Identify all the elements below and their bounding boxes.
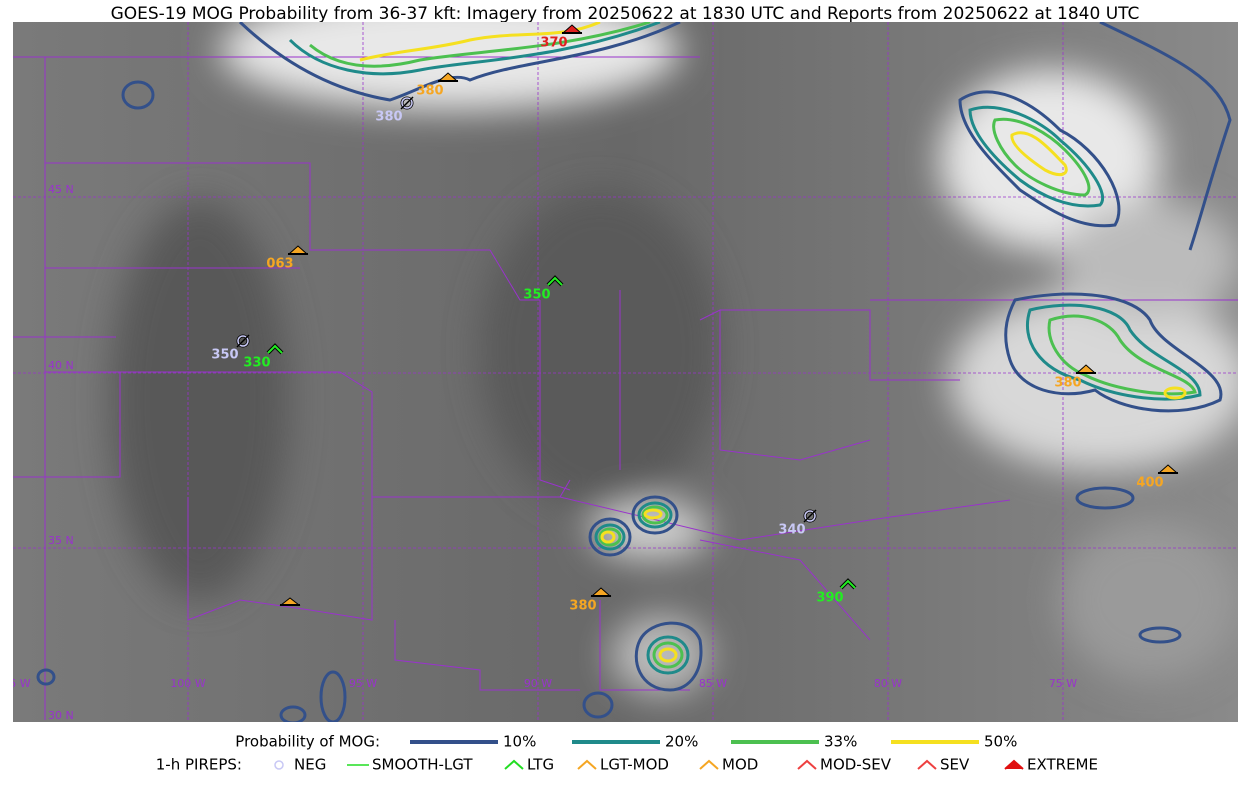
legend-icon xyxy=(797,759,817,770)
lat-label: 40 N xyxy=(48,359,74,372)
legend-icon xyxy=(917,759,937,770)
legend-icon xyxy=(699,759,719,770)
lon-label: 80 W xyxy=(874,677,902,690)
legend-title: 1-h PIREPS: xyxy=(156,756,242,774)
pirep-icon xyxy=(401,97,413,109)
pirep-label: 063 xyxy=(266,257,293,272)
pirep-label: 350 xyxy=(211,348,238,363)
pirep-icon xyxy=(267,344,283,354)
legend-label: 20% xyxy=(665,733,698,751)
legend-label: NEG xyxy=(294,756,326,774)
legend-label: MOD-SEV xyxy=(820,756,892,774)
legend-label: 33% xyxy=(824,733,857,751)
lat-label: 45 N xyxy=(48,183,74,196)
lon-label: 105 W xyxy=(0,677,31,690)
legend-label: EXTREME xyxy=(1027,756,1098,774)
title: GOES-19 MOG Probability from 36-37 kft: … xyxy=(111,4,1140,24)
map: 45 N 40 N 35 N 30 N 105 W 100 W 95 W 90 W 85 W 80… xyxy=(0,22,1238,722)
lon-label: 95 W xyxy=(349,677,377,690)
legend-label: LTG xyxy=(527,756,554,774)
legend-icon xyxy=(274,760,284,770)
legend-icon xyxy=(504,759,524,770)
pirep-label: 330 xyxy=(243,356,270,371)
lon-label: 85 W xyxy=(699,677,727,690)
pirep-label: 350 xyxy=(523,288,550,303)
contours xyxy=(36,22,1232,722)
legend-label: MOD xyxy=(722,756,758,774)
pirep-label: 390 xyxy=(816,591,843,606)
pirep-label: 380 xyxy=(416,84,443,99)
lon-label: 75 W xyxy=(1049,677,1077,690)
lat-label: 30 N xyxy=(48,709,74,722)
legend-icon xyxy=(577,759,597,770)
pirep-label: 370 xyxy=(540,36,567,51)
pirep-icon xyxy=(547,276,563,286)
legend-icon xyxy=(1004,759,1024,770)
pirep-icon xyxy=(400,96,414,110)
borders xyxy=(13,56,1238,720)
lon-label: 100 W xyxy=(170,677,205,690)
legend-label: 10% xyxy=(503,733,536,751)
pirep-label: 380 xyxy=(569,599,596,614)
grid-labels: 45 N 40 N 35 N 30 N 105 W 100 W 95 W 90 W 85 W 80… xyxy=(0,183,1077,722)
legend-label: SEV xyxy=(940,756,970,774)
lat-label: 35 N xyxy=(48,534,74,547)
pirep-label: 380 xyxy=(1054,376,1081,391)
pirep-label: 340 xyxy=(778,523,805,538)
legend: Probability of MOG: 10% 20% 33% 50% 1-h PIREP… xyxy=(156,733,1098,774)
pirep-icon xyxy=(804,510,816,522)
legend-title: Probability of MOG: xyxy=(235,733,380,751)
pirep-label: 400 xyxy=(1136,476,1163,491)
legend-label: LGT-MOD xyxy=(600,756,669,774)
pirep-label: 380 xyxy=(375,110,402,125)
pirep-icon xyxy=(237,335,249,347)
reports: 370 380 380 063 350 350 330 380 400 340 380 390 xyxy=(211,24,1179,614)
legend-label: SMOOTH-LGT xyxy=(372,756,473,774)
pirep-icon xyxy=(840,579,856,589)
legend-label: 50% xyxy=(984,733,1017,751)
lon-label: 90 W xyxy=(524,677,552,690)
pirep-icon xyxy=(803,509,817,523)
pirep-icon xyxy=(236,334,250,348)
